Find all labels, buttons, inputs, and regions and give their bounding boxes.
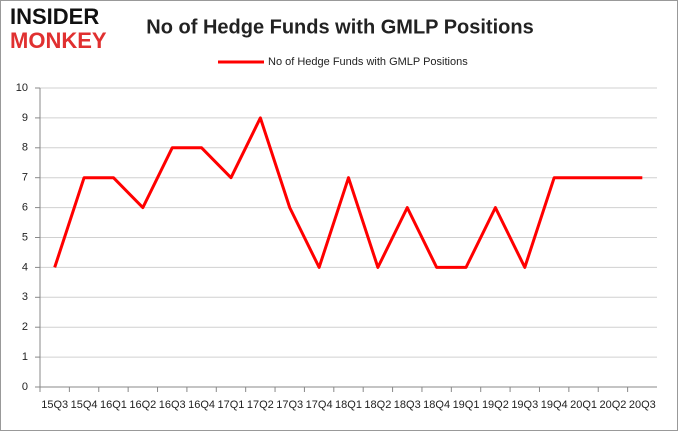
y-tick-label: 2 xyxy=(22,321,28,333)
y-tick-label: 9 xyxy=(22,112,28,124)
legend-label: No of Hedge Funds with GMLP Positions xyxy=(268,56,468,68)
y-tick-label: 1 xyxy=(22,351,28,363)
x-tick-label: 20Q1 xyxy=(570,399,597,411)
x-tick-label: 16Q2 xyxy=(129,399,156,411)
x-tick-label: 17Q4 xyxy=(306,399,333,411)
x-tick-label: 16Q3 xyxy=(159,399,186,411)
y-tick-label: 3 xyxy=(22,291,28,303)
y-tick-label: 7 xyxy=(22,172,28,184)
y-tick-label: 8 xyxy=(22,142,28,154)
x-tick-label: 18Q3 xyxy=(394,399,421,411)
x-tick-label: 19Q4 xyxy=(541,399,568,411)
x-tick-label: 15Q3 xyxy=(41,399,68,411)
y-tick-label: 6 xyxy=(22,202,28,214)
x-tick-label: 17Q2 xyxy=(247,399,274,411)
x-tick-label: 20Q3 xyxy=(629,399,656,411)
y-tick-label: 4 xyxy=(22,261,28,273)
x-tick-label: 17Q3 xyxy=(276,399,303,411)
x-tick-label: 18Q1 xyxy=(335,399,362,411)
logo-bottom: MONKEY xyxy=(10,28,107,53)
x-tick-label: 19Q1 xyxy=(453,399,480,411)
data-line xyxy=(53,116,643,269)
x-tick-label: 16Q4 xyxy=(188,399,215,411)
x-tick-label: 18Q2 xyxy=(364,399,391,411)
logo-top: INSIDER xyxy=(10,4,99,29)
x-tick-label: 19Q3 xyxy=(511,399,538,411)
y-tick-label: 10 xyxy=(16,82,28,94)
x-tick-label: 15Q4 xyxy=(71,399,98,411)
x-tick-label: 16Q1 xyxy=(100,399,127,411)
y-tick-label: 5 xyxy=(22,231,28,243)
x-tick-label: 19Q2 xyxy=(482,399,509,411)
x-tick-label: 17Q1 xyxy=(218,399,245,411)
x-tick-label: 20Q2 xyxy=(599,399,626,411)
x-tick-label: 18Q4 xyxy=(423,399,450,411)
y-tick-label: 0 xyxy=(22,381,28,393)
chart-title: No of Hedge Funds with GMLP Positions xyxy=(146,16,533,38)
